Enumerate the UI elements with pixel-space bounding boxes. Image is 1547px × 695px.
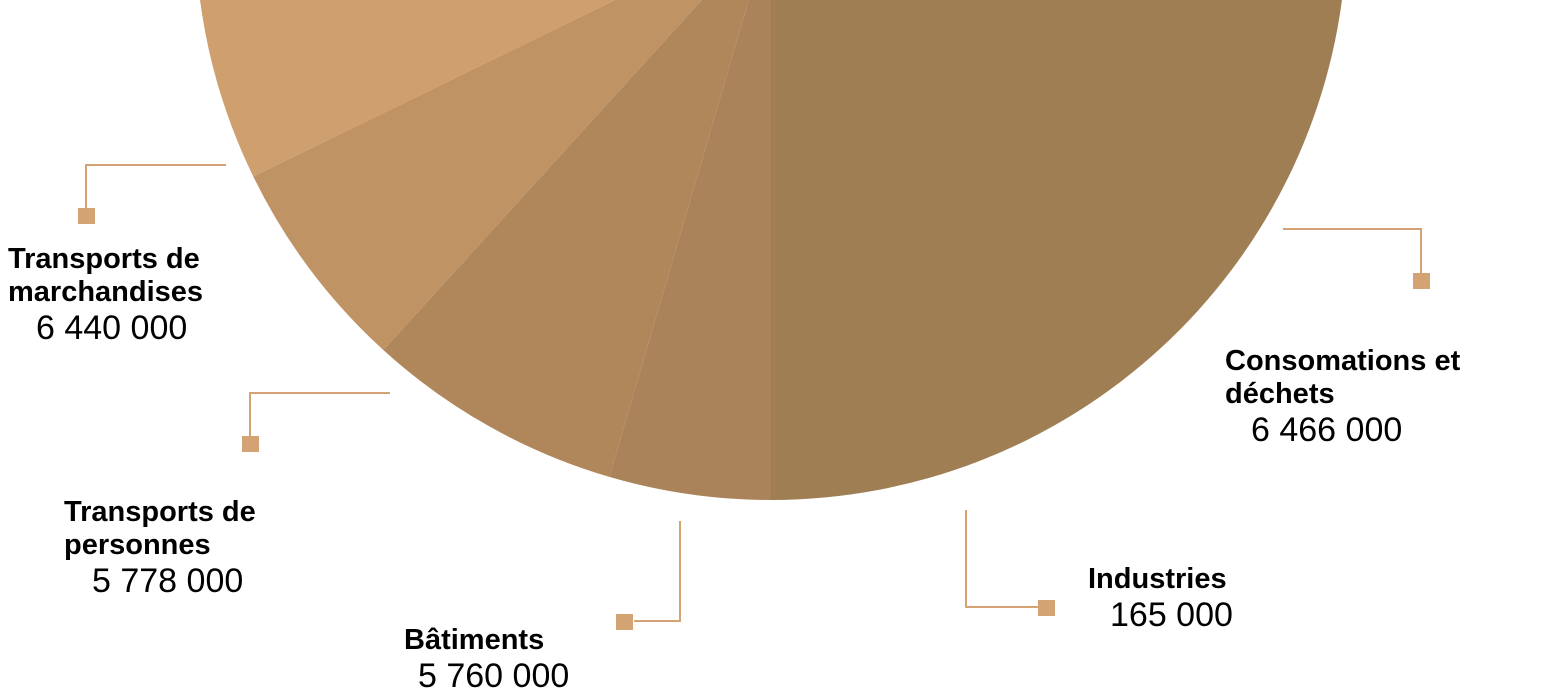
- slice-value-transports-marchandises: 6 440 000: [36, 308, 188, 347]
- pie-slice-transports-personnes: [253, 0, 702, 351]
- leader-line-batiments: [634, 521, 681, 622]
- label-transports-personnes: Transports de personnes 5 778 000: [64, 496, 256, 600]
- leader-line-transports-marchandises: [85, 164, 226, 208]
- leader-marker-batiments: [616, 614, 633, 630]
- pie-slice-consomations-dechets: [771, 0, 1342, 500]
- slice-value-industries: 165 000: [1110, 595, 1233, 634]
- slice-label-transports-personnes: Transports de personnes: [64, 496, 256, 561]
- leader-marker-industries: [1038, 600, 1055, 616]
- label-transports-marchandises: Transports de marchandises 6 440 000: [8, 243, 203, 347]
- slice-label-batiments: Bâtiments: [404, 624, 545, 656]
- slice-label-transports-marchandises: Transports de marchandises: [8, 243, 204, 308]
- pie-slice-transports-marchandises: [200, 0, 616, 177]
- label-batiments: Bâtiments 5 760 000: [404, 624, 569, 695]
- slice-value-consomations-dechets: 6 466 000: [1251, 410, 1403, 449]
- leader-line-consomations-dechets: [1283, 228, 1422, 273]
- label-industries: Industries 165 000: [1088, 563, 1233, 634]
- slice-label-consomations-dechets: Consomations et déchets: [1225, 345, 1461, 410]
- pie-slice-industries: [609, 0, 771, 500]
- slice-value-batiments: 5 760 000: [418, 656, 570, 695]
- leader-marker-consomations-dechets: [1413, 273, 1430, 289]
- slice-value-transports-personnes: 5 778 000: [92, 561, 244, 600]
- leader-marker-transports-marchandises: [78, 208, 95, 224]
- label-consomations-dechets: Consomations et déchets 6 466 000: [1225, 345, 1460, 449]
- leader-line-industries: [965, 510, 1038, 608]
- slice-label-industries: Industries: [1088, 563, 1227, 595]
- pie-slice-batiments: [383, 0, 749, 477]
- leader-line-transports-personnes: [249, 392, 390, 436]
- leader-marker-transports-personnes: [242, 436, 259, 452]
